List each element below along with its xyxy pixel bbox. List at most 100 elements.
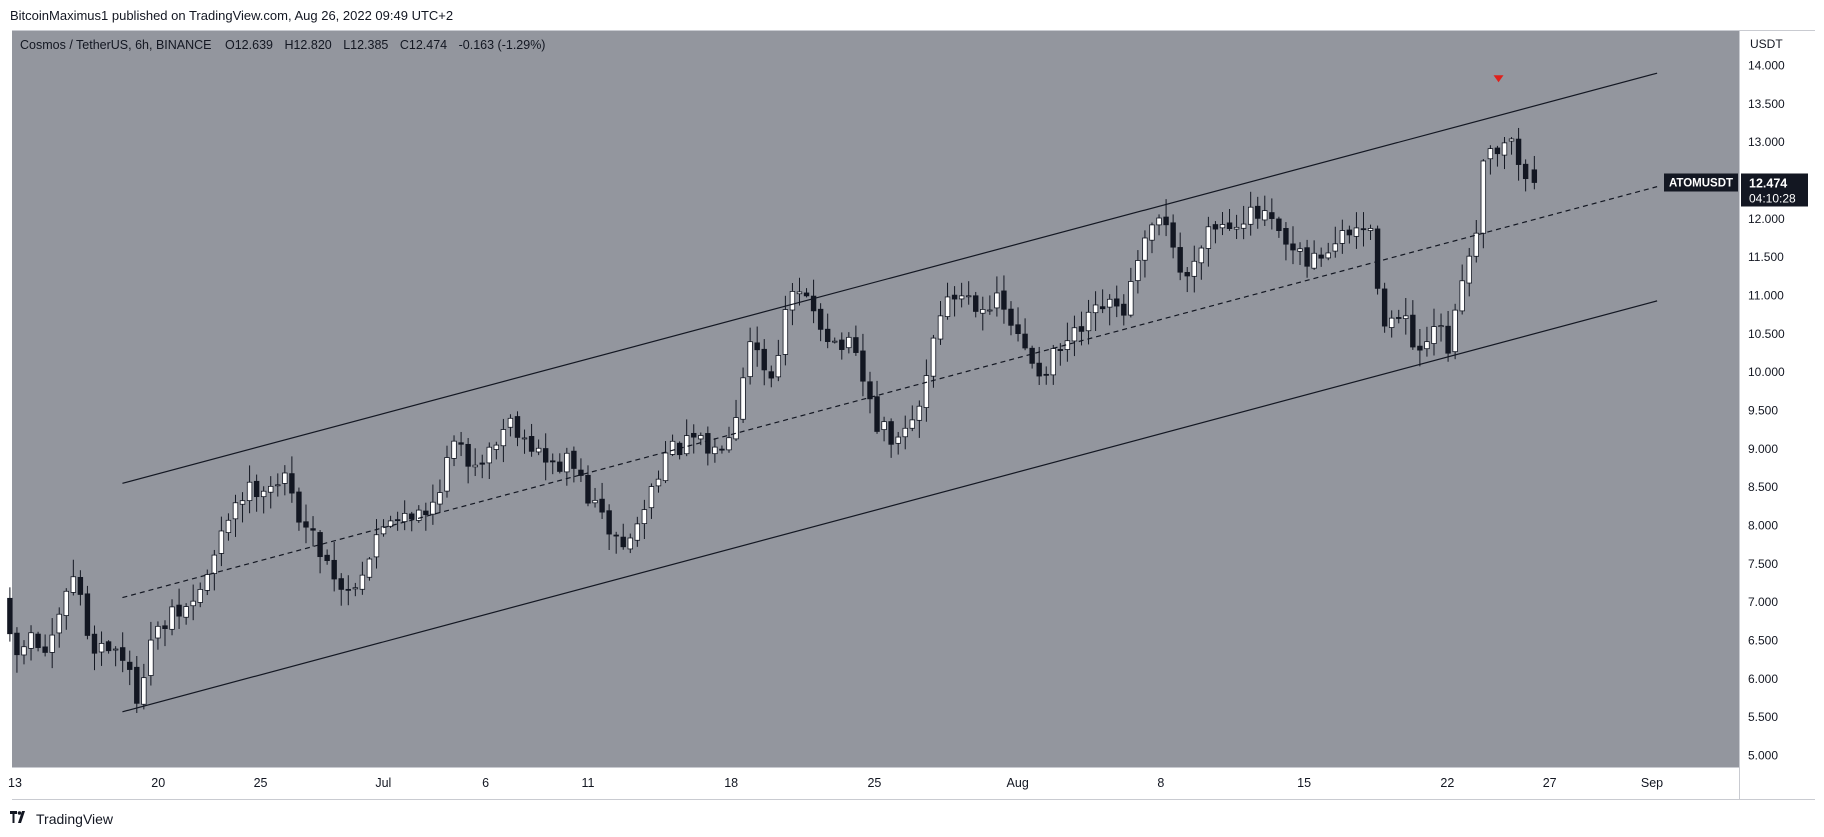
candle-body [1255,205,1261,219]
candle-body [437,492,443,505]
channel-upper-line[interactable] [122,72,1658,484]
candle-body [669,440,676,455]
top-marker-group [1493,75,1504,83]
candle-body [1431,326,1437,344]
candle-body [1191,260,1197,277]
candle-body [994,292,1000,309]
candle-body [268,485,274,493]
price-tick-label: 6.000 [1748,672,1778,686]
price-tick-label: 7.000 [1748,595,1778,609]
time-axis-background[interactable] [12,767,1739,799]
candle-body [648,486,655,509]
candle-body [944,296,951,317]
legend-close-label: C [399,38,409,52]
candle-body [1339,230,1346,244]
candle-body [1332,243,1338,252]
candle-body [846,336,852,349]
candle-body [493,444,500,450]
candle-body [1417,345,1423,351]
candle-body [112,648,119,651]
candle-body [465,443,471,467]
tradingview-brand: TradingView [36,810,114,827]
candle-body [1480,160,1487,234]
candle-body [1367,228,1374,231]
candle-body [500,429,507,447]
candle-body [881,421,887,431]
candle-body [183,606,189,618]
candle-body [1036,362,1042,377]
tradingview-footer[interactable]: TradingView [10,810,113,827]
channel-middle-line[interactable] [122,186,1658,599]
candle-body [310,528,316,531]
candle-body [1290,243,1296,251]
candle-body [599,498,605,513]
candle-body [155,625,161,639]
candle-body [1325,252,1331,259]
time-tick-label: 27 [1543,776,1557,790]
parallel-channel[interactable] [122,72,1658,713]
candle-body [1177,247,1183,273]
candle-body [824,328,831,342]
candle-body [803,292,810,297]
candle-body [1297,248,1303,252]
candle-body [479,462,485,465]
time-tick-label: 6 [482,776,489,790]
candle-body [366,558,373,578]
candle-body [1142,237,1148,261]
candle-body [980,309,986,314]
candle-body [148,639,154,676]
candle-body [7,597,13,635]
candle-body [63,590,69,616]
time-tick-label: Sep [1641,776,1663,790]
candle-body [514,416,521,438]
candle-body [535,447,542,453]
candle-body [451,440,457,459]
ohlc-legend[interactable]: Cosmos / TetherUS, 6h, BINANCE O12.639 H… [20,38,545,52]
candle-body [958,295,965,300]
candle-body [867,381,873,400]
candle-body [1424,341,1430,350]
candle-body [578,469,584,476]
candle-body [14,632,20,656]
candle-body [190,600,196,607]
channel-lower-line[interactable] [122,300,1658,713]
time-tick-label: Aug [1007,776,1029,790]
candle-body [1001,290,1007,310]
candle-body [225,519,232,534]
candle-body [937,315,944,340]
candle-body [740,377,746,420]
price-axis-background[interactable] [1739,31,1815,799]
candle-body [1135,260,1141,282]
candle-body [239,500,246,505]
candle-body [1022,333,1028,349]
candle-body [1149,224,1155,241]
time-tick-label: 18 [724,776,738,790]
candle-body [282,472,288,484]
price-tick-label: 14.000 [1748,59,1785,73]
time-tick-label: Jul [375,776,391,790]
candles-group [7,127,1538,714]
legend-high-label: H [284,38,294,52]
candle-body [1346,229,1353,236]
candle-body [472,464,478,468]
candle-body [394,519,401,522]
candle-body [1459,280,1465,312]
candle-body [832,340,838,343]
candle-body [662,452,669,482]
candle-body [1092,304,1099,314]
candle-body [345,588,351,591]
candle-body [853,337,859,353]
candle-body [1374,228,1381,289]
candle-body [951,294,958,300]
candle-body [796,291,803,295]
price-axis-unit: USDT [1750,37,1783,51]
candle-body [1501,142,1508,156]
candle-body [1029,347,1035,364]
candle-body [754,342,760,351]
candle-body [141,677,147,705]
candle-body [380,526,387,535]
time-tick-label: 8 [1157,776,1164,790]
price-tick-label: 9.000 [1748,442,1778,456]
price-tick-label: 8.500 [1748,480,1778,494]
